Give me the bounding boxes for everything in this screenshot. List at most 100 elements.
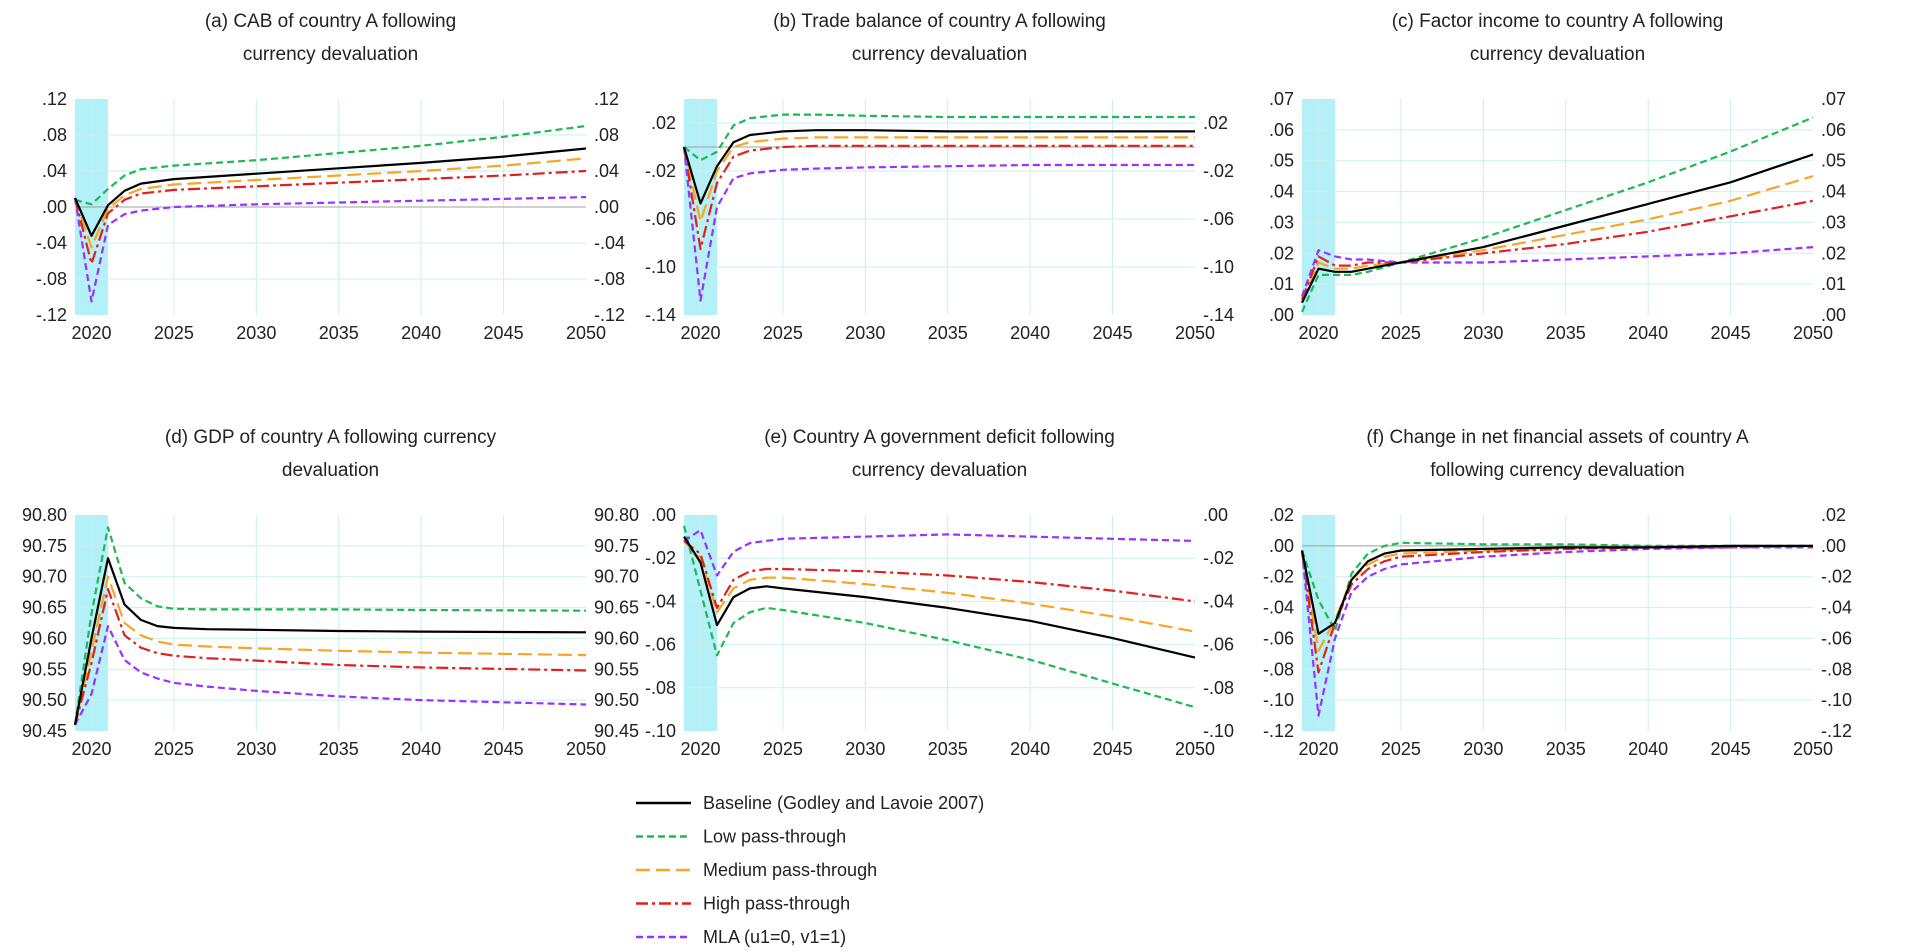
y-tick-label-left: .07 <box>1269 89 1294 109</box>
y-tick-label-left: -.06 <box>645 209 676 229</box>
series-line-low <box>682 525 1196 709</box>
x-tick-label: 2035 <box>928 739 968 759</box>
y-tick-label-left: -.08 <box>645 678 676 698</box>
y-tick-label-left: 90.80 <box>22 505 67 525</box>
x-tick-label: 2035 <box>1546 323 1586 343</box>
series-line-mla <box>73 196 587 303</box>
x-tick-label: 2035 <box>319 323 359 343</box>
x-tick-label: 2025 <box>1381 739 1421 759</box>
y-tick-label-right: 90.75 <box>594 536 639 556</box>
x-tick-label: 2045 <box>1093 323 1133 343</box>
x-tick-label: 2025 <box>763 323 803 343</box>
y-tick-label-left: 90.45 <box>22 721 67 741</box>
y-tick-label-left: -.08 <box>36 269 67 289</box>
series-line-baseline <box>1300 544 1813 635</box>
series-line-medium <box>682 136 1195 223</box>
y-tick-label-left: .02 <box>1269 243 1294 263</box>
y-tick-label-left: .12 <box>42 89 67 109</box>
x-tick-label: 2045 <box>1711 739 1751 759</box>
series-line-high <box>683 540 1196 610</box>
y-tick-label-right: .07 <box>1821 89 1846 109</box>
y-tick-label-left: .04 <box>1269 182 1294 202</box>
y-tick-label-right: 90.55 <box>594 659 639 679</box>
panel-b-title-line: currency devaluation <box>852 44 1027 65</box>
y-tick-label-left: -.08 <box>1263 659 1294 679</box>
y-tick-label-right: .12 <box>594 89 619 109</box>
y-tick-label-right: -.08 <box>594 269 625 289</box>
y-tick-label-left: 90.60 <box>22 628 67 648</box>
legend: Baseline (Godley and Lavoie 2007) Low pas… <box>636 793 984 947</box>
x-tick-label: 2020 <box>71 323 111 343</box>
y-tick-label-left: .00 <box>1269 305 1294 325</box>
legend-label-high: High pass-through <box>703 894 850 914</box>
y-tick-label-right: .00 <box>594 197 619 217</box>
panel-d-title-line: (d) GDP of country A following currency <box>165 427 497 448</box>
legend-label-low: Low pass-through <box>703 827 846 847</box>
x-tick-label: 2030 <box>1463 323 1503 343</box>
y-tick-label-right: -.04 <box>1821 598 1852 618</box>
panel-f-title-line: following currency devaluation <box>1430 460 1685 481</box>
panel-a-title-line: (a) CAB of country A following <box>205 11 456 32</box>
x-tick-label: 2050 <box>1175 323 1215 343</box>
series-line-mla <box>1300 546 1813 717</box>
x-tick-label: 2035 <box>1546 739 1586 759</box>
y-tick-label-right: -.06 <box>1203 635 1234 655</box>
y-tick-label-right: .00 <box>1821 536 1846 556</box>
y-tick-label-right: -.04 <box>594 233 625 253</box>
y-tick-label-left: .01 <box>1269 274 1294 294</box>
x-tick-label: 2040 <box>401 323 441 343</box>
y-tick-label-right: -.10 <box>1203 257 1234 277</box>
x-tick-label: 2040 <box>1010 323 1050 343</box>
y-tick-label-left: .00 <box>1269 536 1294 556</box>
y-tick-label-left: -.02 <box>1263 567 1294 587</box>
x-tick-label: 2030 <box>236 739 276 759</box>
panel-a: (a) CAB of country A following currency d… <box>36 11 625 343</box>
y-tick-label-right: -.14 <box>1203 305 1234 325</box>
panel-d-title-line: devaluation <box>282 460 379 481</box>
series-line-baseline <box>683 536 1196 659</box>
y-tick-label-right: .03 <box>1821 212 1846 232</box>
y-tick-label-left: .03 <box>1269 212 1294 232</box>
x-tick-label: 2045 <box>484 323 524 343</box>
y-tick-label-left: .06 <box>1269 120 1294 140</box>
x-tick-label: 2030 <box>1463 739 1503 759</box>
x-tick-label: 2030 <box>845 739 885 759</box>
x-tick-label: 2035 <box>319 739 359 759</box>
series-line-mla <box>74 624 587 726</box>
panel-c: (c) Factor income to country A following… <box>1269 11 1846 343</box>
y-tick-label-right: .06 <box>1821 120 1846 140</box>
y-tick-label-right: -.06 <box>1821 628 1852 648</box>
y-tick-label-left: -.06 <box>1263 628 1294 648</box>
series-line-baseline <box>73 557 587 726</box>
y-tick-label-left: .04 <box>42 161 67 181</box>
y-tick-label-left: 90.55 <box>22 659 67 679</box>
y-tick-label-right: -.02 <box>1203 161 1234 181</box>
series-line-high <box>1300 544 1814 674</box>
x-tick-label: 2030 <box>845 323 885 343</box>
panel-f: (f) Change in net financial assets of co… <box>1263 427 1852 759</box>
series-line-medium <box>683 540 1196 633</box>
x-tick-label: 2040 <box>401 739 441 759</box>
y-tick-label-left: .00 <box>42 197 67 217</box>
y-tick-label-left: -.12 <box>36 305 67 325</box>
series-line-baseline <box>73 147 587 237</box>
y-tick-label-right: .01 <box>1821 274 1846 294</box>
y-tick-label-left: 90.70 <box>22 567 67 587</box>
y-tick-label-right: .04 <box>1821 182 1846 202</box>
y-tick-label-left: -.12 <box>1263 721 1294 741</box>
x-tick-label: 2020 <box>1298 739 1338 759</box>
y-tick-label-left: 90.65 <box>22 598 67 618</box>
y-tick-label-left: -.10 <box>645 721 676 741</box>
y-tick-label-right: .00 <box>1203 505 1228 525</box>
series-line-medium <box>73 575 587 726</box>
y-tick-label-left: -.04 <box>1263 598 1294 618</box>
legend-label-mla: MLA (u1=0, v1=1) <box>703 927 846 947</box>
y-tick-label-right: 90.50 <box>594 690 639 710</box>
y-tick-label-right: .04 <box>594 161 619 181</box>
y-tick-label-right: -.04 <box>1203 591 1234 611</box>
x-tick-label: 2025 <box>154 323 194 343</box>
y-tick-label-right: .02 <box>1821 505 1846 525</box>
legend-label-baseline: Baseline (Godley and Lavoie 2007) <box>703 793 984 813</box>
panel-d: (d) GDP of country A following currency d… <box>22 427 639 759</box>
series-line-high <box>73 169 587 265</box>
